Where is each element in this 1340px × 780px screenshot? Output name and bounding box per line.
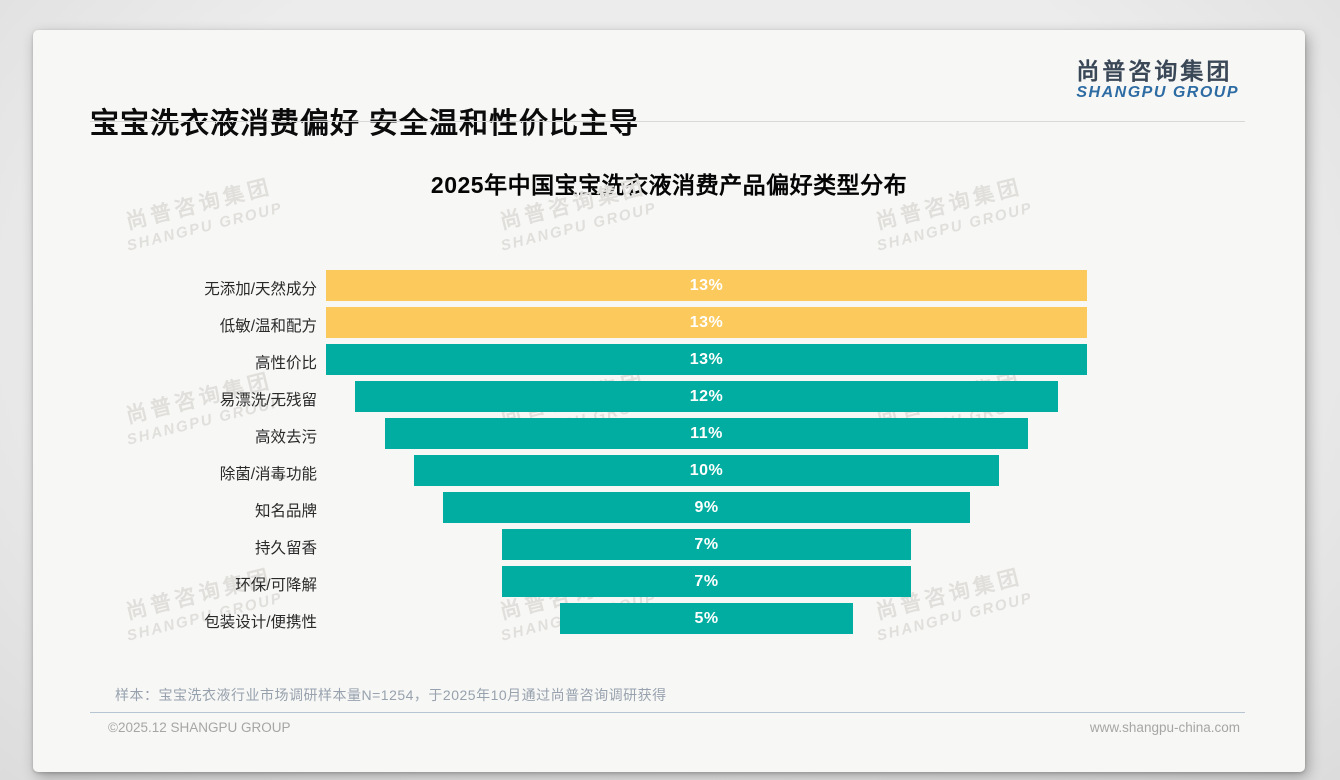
funnel-row: 易漂洗/无残留 12% [220,381,1087,416]
funnel-row: 除菌/消毒功能 10% [220,455,1087,490]
watermark-en: SHANGPU GROUP [499,199,659,255]
logo-en-text: SHANGPU GROUP [1076,84,1239,102]
bar-value-label: 13% [689,350,724,368]
category-label: 低敏/温和配方 [219,317,317,335]
watermark-en: SHANGPU GROUP [875,199,1035,255]
funnel-row: 高效去污 11% [255,418,1087,453]
report-card: 宝宝洗衣液消费偏好 安全温和性价比主导 尚普咨询集团 SHANGPU GROUP… [33,30,1305,772]
company-logo: 尚普咨询集团 SHANGPU GROUP [1076,58,1239,102]
funnel-bar: 13% [326,307,1087,338]
category-label: 包装设计/便携性 [204,613,317,631]
bar-value-label: 5% [694,609,719,627]
header-divider [90,121,1245,122]
website-url: www.shangpu-china.com [1089,720,1240,735]
funnel-row: 低敏/温和配方 13% [220,307,1087,342]
bar-value-label: 11% [690,424,723,442]
funnel-row: 环保/可降解 7% [235,566,1087,601]
funnel-bar: 5% [560,603,853,634]
bar-value-label: 12% [689,387,724,405]
category-label: 易漂洗/无残留 [219,391,317,409]
category-label: 知名品牌 [254,502,317,520]
funnel-row: 包装设计/便携性 5% [204,603,1087,638]
funnel-bar: 13% [326,344,1087,375]
category-label: 除菌/消毒功能 [219,465,317,483]
page-title: 宝宝洗衣液消费偏好 安全温和性价比主导 [90,108,640,140]
bar-value-label: 7% [694,572,719,590]
category-label: 环保/可降解 [235,576,317,594]
bar-value-label: 13% [689,276,724,294]
bar-value-label: 10% [689,461,724,479]
funnel-bar: 13% [326,270,1087,301]
bar-value-label: 9% [694,498,719,516]
sample-footnote: 样本：宝宝洗衣液行业市场调研样本量N=1254，于2025年10月通过尚普咨询调… [115,687,667,703]
funnel-bar: 10% [413,455,1000,486]
funnel-bar: 7% [501,566,912,597]
funnel-row: 知名品牌 9% [255,492,1087,527]
category-label: 高性价比 [254,354,317,372]
copyright-text: ©2025.12 SHANGPU GROUP [108,720,291,735]
watermark-en: SHANGPU GROUP [125,199,285,255]
funnel-row: 高性价比 13% [255,344,1087,379]
category-label: 高效去污 [254,428,317,446]
footer-divider [90,712,1245,713]
funnel-bar: 9% [443,492,970,523]
logo-cn-text: 尚普咨询集团 [1076,58,1233,84]
funnel-bar: 12% [355,381,1058,412]
funnel-bar: 11% [384,418,1029,449]
bar-value-label: 7% [694,535,719,553]
funnel-row: 持久留香 7% [255,529,1087,564]
funnel-chart: 无添加/天然成分 13% 低敏/温和配方 13% 高性价比 13% 易漂洗/无残留 12% 高效… [204,268,1087,638]
chart-title: 2025年中国宝宝洗衣液消费产品偏好类型分布 [430,172,908,198]
category-label: 无添加/天然成分 [204,280,317,298]
bar-value-label: 13% [689,313,724,331]
category-label: 持久留香 [254,539,317,557]
funnel-row: 无添加/天然成分 13% [204,270,1087,305]
funnel-bar: 7% [501,529,912,560]
